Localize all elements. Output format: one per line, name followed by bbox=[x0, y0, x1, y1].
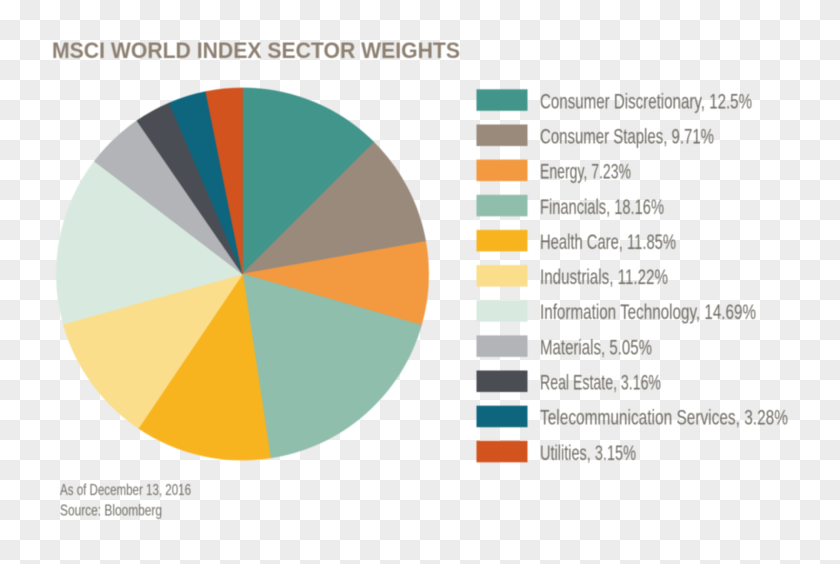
svg-text:Industrials, 11.22%: Industrials, 11.22% bbox=[540, 265, 668, 289]
svg-text:Consumer Staples, 9.71%: Consumer Staples, 9.71% bbox=[540, 125, 714, 149]
svg-text:Energy, 7.23%: Energy, 7.23% bbox=[540, 160, 631, 184]
svg-text:Source: Bloomberg: Source: Bloomberg bbox=[60, 503, 162, 520]
svg-text:Consumer Discretionary, 12.5%: Consumer Discretionary, 12.5% bbox=[540, 89, 752, 113]
svg-text:Health Care, 11.85%: Health Care, 11.85% bbox=[540, 230, 676, 254]
svg-text:Real Estate, 3.16%: Real Estate, 3.16% bbox=[540, 371, 661, 395]
svg-text:Financials, 18.16%: Financials, 18.16% bbox=[540, 195, 664, 219]
svg-text:Utilities, 3.15%: Utilities, 3.15% bbox=[540, 441, 636, 465]
svg-text:Information Technology, 14.69%: Information Technology, 14.69% bbox=[540, 300, 756, 324]
svg-text:Materials, 5.05%: Materials, 5.05% bbox=[540, 335, 652, 359]
svg-text:MSCI WORLD INDEX SECTOR WEIGHT: MSCI WORLD INDEX SECTOR WEIGHTS bbox=[52, 38, 460, 63]
svg-text:Telecommunication Services, 3.: Telecommunication Services, 3.28% bbox=[540, 406, 788, 430]
svg-text:As of December 13, 2016: As of December 13, 2016 bbox=[60, 482, 191, 499]
